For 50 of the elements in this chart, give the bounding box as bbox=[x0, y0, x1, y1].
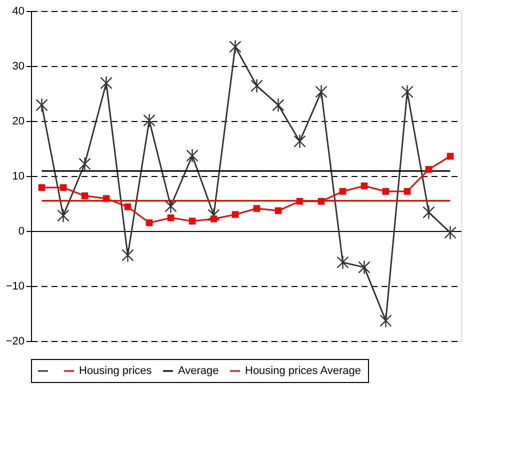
y-tick-label: −10 bbox=[6, 280, 24, 292]
point bbox=[253, 205, 260, 212]
point bbox=[315, 84, 328, 100]
point bbox=[250, 78, 263, 93]
y-tick-label: 40 bbox=[12, 6, 24, 18]
point bbox=[336, 255, 349, 270]
legend-label: Housing prices Average bbox=[245, 365, 361, 377]
point bbox=[38, 184, 46, 191]
point bbox=[229, 40, 242, 54]
point bbox=[360, 182, 368, 190]
legend-label: Housing prices bbox=[79, 365, 152, 377]
point bbox=[339, 188, 346, 195]
point bbox=[36, 98, 48, 112]
point bbox=[446, 152, 454, 160]
point bbox=[208, 208, 220, 222]
point bbox=[296, 198, 304, 205]
point bbox=[380, 313, 392, 328]
point bbox=[167, 214, 174, 222]
y-tick-label: 30 bbox=[12, 60, 24, 72]
point bbox=[382, 188, 390, 195]
point bbox=[294, 134, 306, 149]
point bbox=[122, 248, 134, 262]
point bbox=[188, 218, 196, 224]
point bbox=[358, 260, 370, 274]
y-tick-label: 20 bbox=[12, 116, 24, 128]
point bbox=[57, 208, 70, 223]
point bbox=[102, 195, 110, 202]
point bbox=[78, 156, 91, 172]
point bbox=[232, 211, 239, 218]
y-tick-label: −20 bbox=[6, 336, 24, 348]
point bbox=[186, 148, 198, 163]
point bbox=[143, 113, 156, 128]
point bbox=[146, 219, 153, 226]
point bbox=[124, 203, 132, 210]
point bbox=[164, 199, 177, 214]
point bbox=[318, 198, 325, 205]
y-tick-label: 0 bbox=[18, 226, 24, 238]
point bbox=[100, 76, 112, 90]
point bbox=[60, 184, 67, 191]
point bbox=[272, 98, 284, 112]
point bbox=[425, 166, 432, 173]
point bbox=[401, 84, 414, 100]
legend-label: Average bbox=[178, 365, 219, 377]
point bbox=[444, 225, 456, 240]
point bbox=[274, 207, 282, 214]
point bbox=[81, 192, 88, 200]
point bbox=[422, 205, 435, 220]
point bbox=[404, 188, 411, 195]
y-tick-label: 10 bbox=[12, 170, 24, 182]
point bbox=[210, 216, 218, 222]
